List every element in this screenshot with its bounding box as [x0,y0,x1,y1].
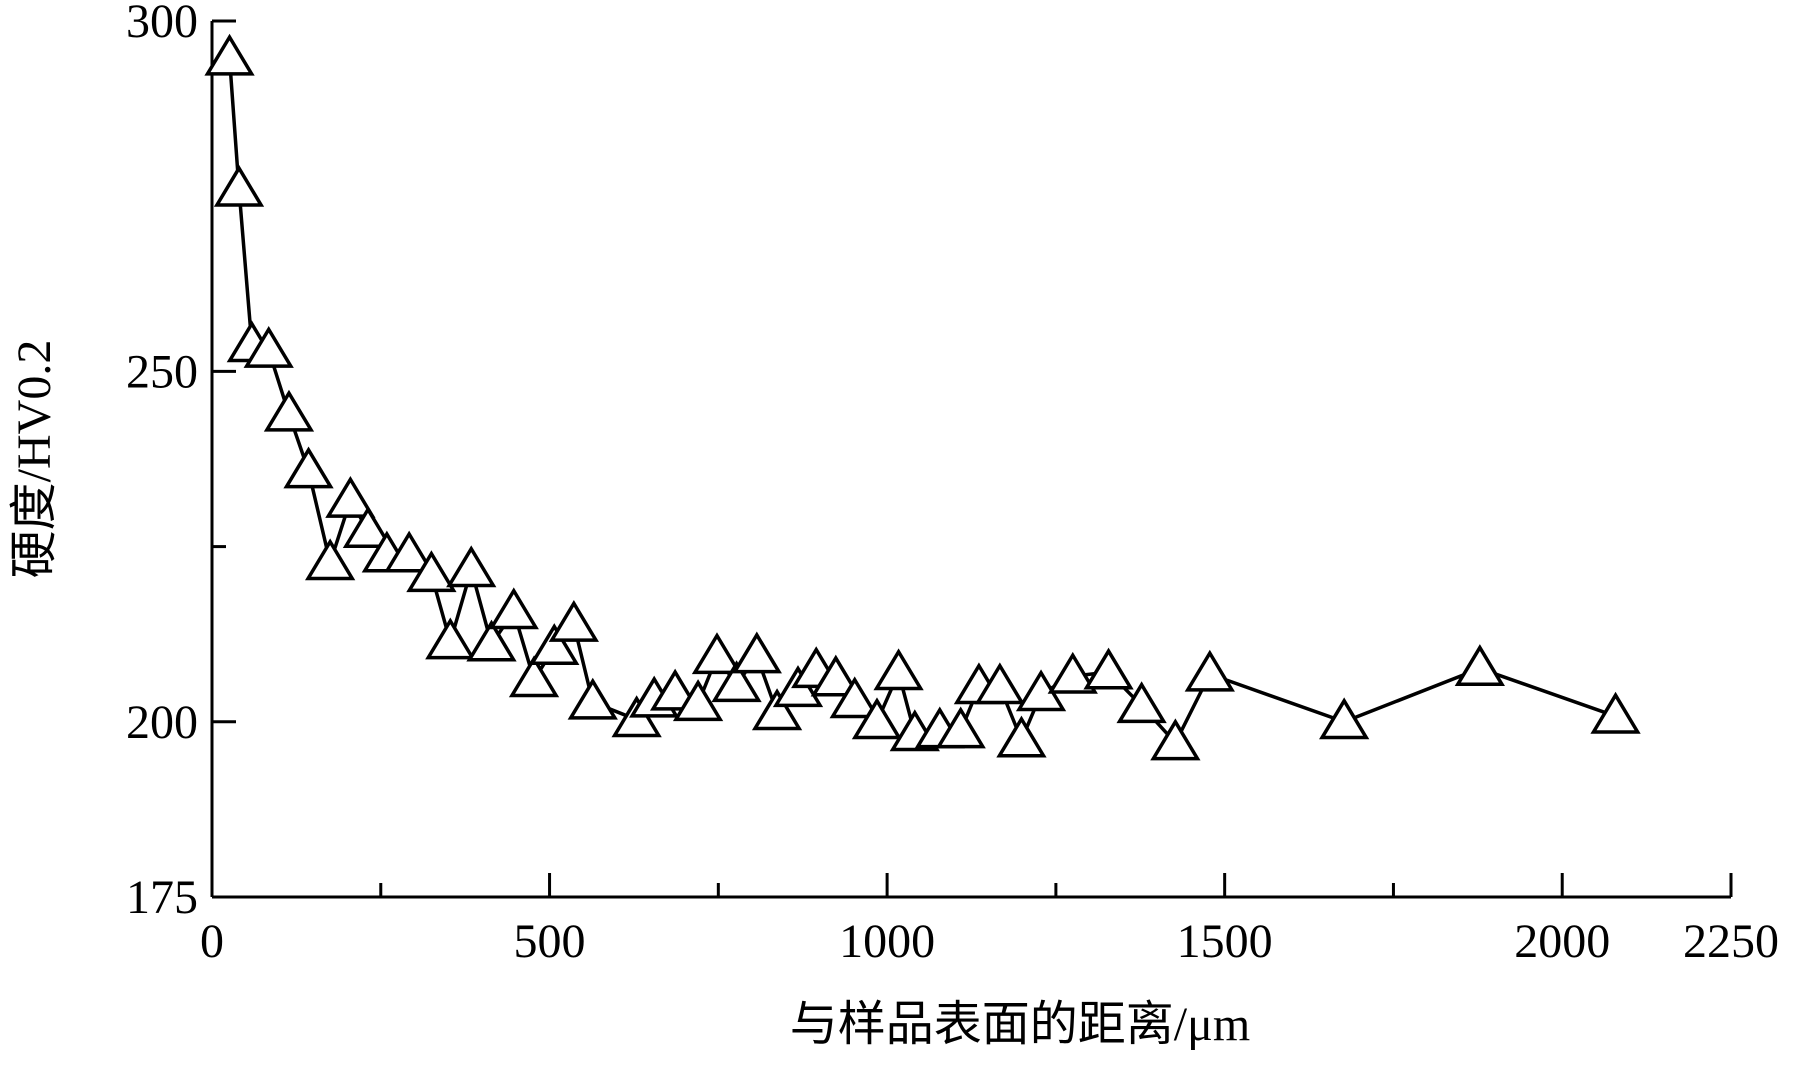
triangle-marker [283,446,334,489]
triangle-marker [204,33,255,76]
triangle-marker [342,506,394,548]
x-tick-label: 500 [514,915,586,968]
triangle-marker [672,679,724,722]
triangle-marker [325,475,376,518]
triangle-marker [1083,647,1134,690]
triangle-marker [935,706,986,749]
triangle-marker [263,389,315,432]
triangle-marker [691,632,743,675]
triangle-marker [1454,644,1505,687]
triangle-marker [731,631,782,674]
triangle-marker [996,715,1047,758]
triangle-marker [446,545,497,588]
y-tick-label: 175 [126,871,198,924]
triangle-marker [851,697,903,740]
y-tick-label: 250 [126,345,198,398]
x-tick-label: 1000 [839,915,935,968]
y-tick-label: 200 [126,696,198,749]
x-tick-label: 2000 [1514,915,1610,968]
triangle-marker [488,587,539,630]
x-tick-label: 1500 [1177,915,1273,968]
x-axis-label: 与样品表面的距离/μm [790,998,1250,1051]
triangle-marker [466,619,517,662]
triangle-marker [548,599,600,642]
triangle-marker [1150,718,1201,761]
triangle-marker [829,676,880,719]
triangle-marker [508,655,560,698]
y-tick-label: 300 [126,0,198,48]
triangle-marker [873,648,924,691]
triangle-marker [243,325,294,368]
triangle-marker [751,688,803,731]
triangle-marker [567,677,618,720]
triangle-marker [1590,691,1641,734]
y-axis-label: 硬度/HV0.2 [8,340,61,579]
triangle-marker [406,550,457,593]
triangle-marker [213,164,265,207]
x-tick-label: 0 [200,915,224,968]
triangle-marker [1047,651,1098,694]
triangle-marker [1116,681,1167,724]
triangle-marker [383,530,435,573]
triangle-marker [711,660,762,703]
triangle-marker [1184,649,1235,692]
triangle-marker [529,623,580,666]
triangle-marker [305,538,356,581]
triangle-marker [1319,697,1370,740]
triangle-marker [974,662,1025,705]
triangle-marker [810,654,861,697]
x-tick-label: 2250 [1683,915,1779,968]
triangle-marker [425,617,476,660]
